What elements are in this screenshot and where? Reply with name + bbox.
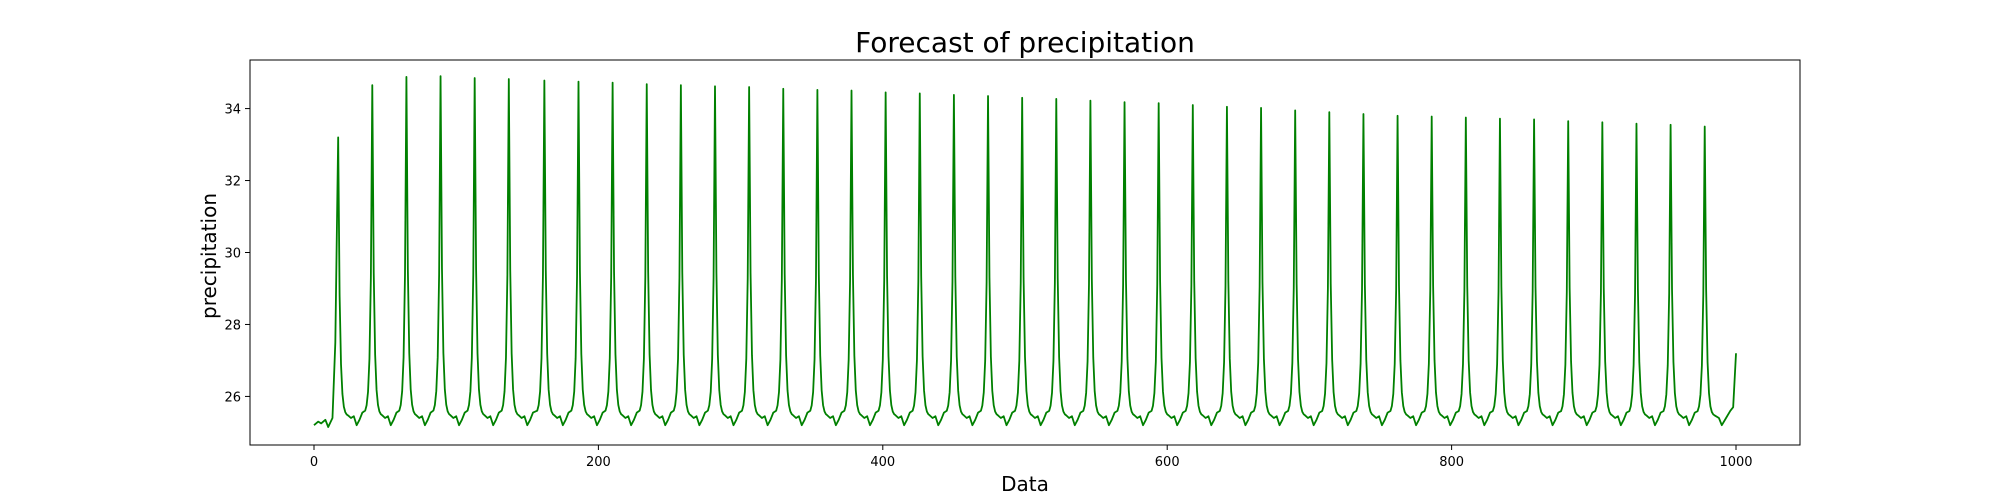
axis-ticks: 0 200 400 600 800 1000 26 28 30 32 34 bbox=[224, 103, 1752, 470]
y-tick-label: 26 bbox=[224, 390, 241, 405]
x-tick-label: 400 bbox=[870, 455, 895, 470]
y-tick-label: 30 bbox=[224, 247, 241, 262]
plot-area bbox=[313, 75, 1737, 428]
plot-frame bbox=[249, 59, 1801, 446]
series-line bbox=[313, 75, 1737, 428]
x-tick-label: 0 bbox=[310, 455, 318, 470]
y-axis-label: precipitation bbox=[197, 193, 221, 319]
y-tick-label: 32 bbox=[224, 175, 241, 190]
chart-title: Forecast of precipitation bbox=[855, 26, 1195, 59]
x-tick-label: 600 bbox=[1155, 455, 1180, 470]
x-tick-label: 800 bbox=[1439, 455, 1464, 470]
y-tick-label: 34 bbox=[224, 103, 241, 118]
x-tick-label: 1000 bbox=[1719, 455, 1752, 470]
x-tick-label: 200 bbox=[586, 455, 611, 470]
x-axis-label: Data bbox=[1001, 472, 1049, 496]
y-tick-label: 28 bbox=[224, 318, 241, 333]
